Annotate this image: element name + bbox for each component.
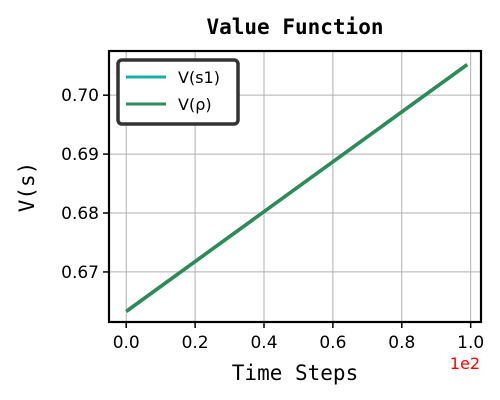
series-lines	[125, 63, 469, 313]
x-tick-label: 0.2	[182, 333, 209, 353]
legend-label-v-s1: V(s1)	[178, 68, 220, 87]
y-tick-label: 0.67	[61, 263, 99, 283]
x-tick-label: 0.6	[319, 333, 346, 353]
x-offset-label: 1e2	[450, 354, 480, 373]
x-axis-label: Time Steps	[232, 361, 358, 385]
legend: V(s1) V(ρ)	[116, 58, 240, 126]
plot-frame	[107, 49, 483, 324]
x-tick-label: 0.4	[250, 333, 277, 353]
series-line-v-rho	[125, 63, 469, 313]
axis-ticks: 0.0 0.2 0.4 0.6 0.8 1.0 0.67 0.68 0.69 0.70	[61, 86, 484, 353]
x-tick-label: 0.0	[113, 333, 140, 353]
x-tick-label: 1.0	[457, 333, 484, 353]
y-tick-label: 0.68	[61, 204, 99, 224]
chart-title: Value Function	[206, 15, 383, 39]
y-tick-label: 0.69	[61, 145, 99, 165]
y-tick-label: 0.70	[61, 86, 99, 106]
y-axis-label: V(s)	[15, 162, 39, 213]
legend-label-v-rho: V(ρ)	[178, 95, 212, 114]
x-tick-label: 0.8	[388, 333, 415, 353]
